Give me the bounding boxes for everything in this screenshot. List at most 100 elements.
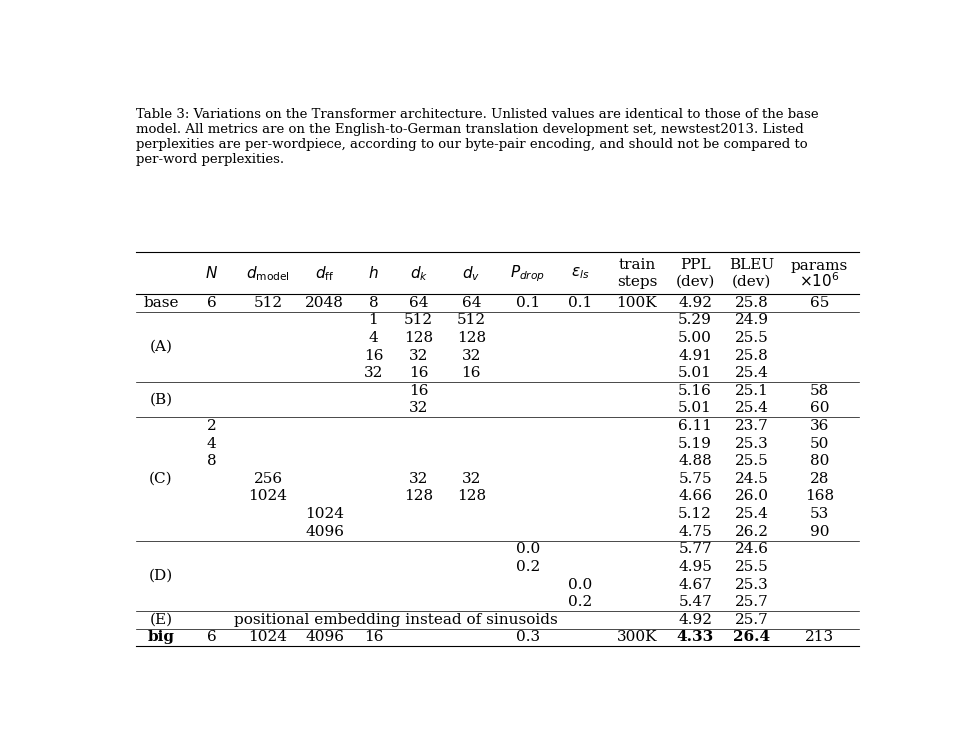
Text: 5.75: 5.75 xyxy=(679,472,712,486)
Text: 0.1: 0.1 xyxy=(568,296,592,310)
Text: 2: 2 xyxy=(207,419,217,433)
Text: 25.7: 25.7 xyxy=(735,595,768,609)
Text: 16: 16 xyxy=(409,384,428,398)
Text: 50: 50 xyxy=(810,437,829,450)
Text: 25.3: 25.3 xyxy=(735,578,768,592)
Text: 4096: 4096 xyxy=(305,525,344,538)
Text: 8: 8 xyxy=(369,296,379,310)
Text: 53: 53 xyxy=(810,507,829,521)
Text: (C): (C) xyxy=(150,472,173,486)
Text: 100K: 100K xyxy=(617,296,657,310)
Text: 25.3: 25.3 xyxy=(735,437,768,450)
Text: 25.4: 25.4 xyxy=(735,366,769,381)
Text: $d_{\rm model}$: $d_{\rm model}$ xyxy=(246,264,290,283)
Text: 32: 32 xyxy=(461,349,481,362)
Text: 16: 16 xyxy=(364,349,384,362)
Text: 64: 64 xyxy=(409,296,428,310)
Text: 4.91: 4.91 xyxy=(678,349,712,362)
Text: 16: 16 xyxy=(461,366,481,381)
Text: 6.11: 6.11 xyxy=(678,419,712,433)
Text: 4.67: 4.67 xyxy=(678,578,712,592)
Text: 6: 6 xyxy=(207,630,217,644)
Text: 26.2: 26.2 xyxy=(735,525,769,538)
Text: 0.0: 0.0 xyxy=(568,578,592,592)
Text: 5.16: 5.16 xyxy=(678,384,712,398)
Text: 23.7: 23.7 xyxy=(735,419,768,433)
Text: 4.75: 4.75 xyxy=(679,525,712,538)
Text: 4096: 4096 xyxy=(305,630,344,644)
Text: params: params xyxy=(790,259,848,273)
Text: 512: 512 xyxy=(456,314,486,327)
Text: 25.8: 25.8 xyxy=(735,349,768,362)
Text: 128: 128 xyxy=(404,490,433,504)
Text: 24.9: 24.9 xyxy=(735,314,769,327)
Text: 80: 80 xyxy=(810,454,829,468)
Text: 5.01: 5.01 xyxy=(678,402,712,416)
Text: BLEU
(dev): BLEU (dev) xyxy=(729,258,774,289)
Text: (E): (E) xyxy=(150,613,173,626)
Text: 5.77: 5.77 xyxy=(679,542,712,556)
Text: 5.01: 5.01 xyxy=(678,366,712,381)
Text: 128: 128 xyxy=(456,331,486,345)
Text: 64: 64 xyxy=(461,296,481,310)
Text: 4: 4 xyxy=(207,437,217,450)
Text: 25.1: 25.1 xyxy=(735,384,769,398)
Text: 0.2: 0.2 xyxy=(568,595,592,609)
Text: 0.2: 0.2 xyxy=(516,560,540,574)
Text: 28: 28 xyxy=(810,472,829,486)
Text: 256: 256 xyxy=(253,472,283,486)
Text: big: big xyxy=(148,630,175,644)
Text: 26.0: 26.0 xyxy=(735,490,769,504)
Text: 300K: 300K xyxy=(617,630,657,644)
Text: 5.00: 5.00 xyxy=(678,331,712,345)
Text: 25.5: 25.5 xyxy=(735,331,768,345)
Text: $P_{drop}$: $P_{drop}$ xyxy=(510,263,546,284)
Text: 16: 16 xyxy=(364,630,384,644)
Text: 4.92: 4.92 xyxy=(678,613,712,626)
Text: 4: 4 xyxy=(369,331,379,345)
Text: 26.4: 26.4 xyxy=(733,630,770,644)
Text: train
steps: train steps xyxy=(617,258,657,289)
Text: 60: 60 xyxy=(810,402,829,416)
Text: 1: 1 xyxy=(369,314,379,327)
Text: 2048: 2048 xyxy=(305,296,344,310)
Text: PPL
(dev): PPL (dev) xyxy=(676,258,715,289)
Text: 32: 32 xyxy=(409,349,428,362)
Text: 16: 16 xyxy=(409,366,428,381)
Text: 1024: 1024 xyxy=(305,507,344,521)
Text: 5.47: 5.47 xyxy=(679,595,712,609)
Text: 24.5: 24.5 xyxy=(735,472,769,486)
Text: 4.95: 4.95 xyxy=(678,560,712,574)
Text: $d_{\rm ff}$: $d_{\rm ff}$ xyxy=(315,264,334,283)
Text: 25.4: 25.4 xyxy=(735,402,769,416)
Text: $d_v$: $d_v$ xyxy=(462,264,481,283)
Text: 32: 32 xyxy=(409,402,428,416)
Text: 5.19: 5.19 xyxy=(678,437,712,450)
Text: 0.3: 0.3 xyxy=(516,630,540,644)
Text: 5.29: 5.29 xyxy=(678,314,712,327)
Text: $\times 10^6$: $\times 10^6$ xyxy=(799,271,840,290)
Text: $\epsilon_{ls}$: $\epsilon_{ls}$ xyxy=(571,265,589,281)
Text: 6: 6 xyxy=(207,296,217,310)
Text: 1024: 1024 xyxy=(249,490,287,504)
Text: base: base xyxy=(143,296,179,310)
Text: Table 3: Variations on the Transformer architecture. Unlisted values are identic: Table 3: Variations on the Transformer a… xyxy=(136,108,820,165)
Text: 128: 128 xyxy=(456,490,486,504)
Text: (B): (B) xyxy=(150,393,173,407)
Text: 4.92: 4.92 xyxy=(678,296,712,310)
Text: 168: 168 xyxy=(805,490,834,504)
Text: 128: 128 xyxy=(404,331,433,345)
Text: (D): (D) xyxy=(149,569,173,583)
Text: 58: 58 xyxy=(810,384,829,398)
Text: 65: 65 xyxy=(810,296,829,310)
Text: 5.12: 5.12 xyxy=(678,507,712,521)
Text: 1024: 1024 xyxy=(249,630,287,644)
Text: 0.1: 0.1 xyxy=(516,296,540,310)
Text: 32: 32 xyxy=(409,472,428,486)
Text: 25.5: 25.5 xyxy=(735,560,768,574)
Text: 512: 512 xyxy=(404,314,433,327)
Text: $N$: $N$ xyxy=(205,265,218,281)
Text: 24.6: 24.6 xyxy=(735,542,769,556)
Text: positional embedding instead of sinusoids: positional embedding instead of sinusoid… xyxy=(234,613,558,626)
Text: (A): (A) xyxy=(150,340,173,354)
